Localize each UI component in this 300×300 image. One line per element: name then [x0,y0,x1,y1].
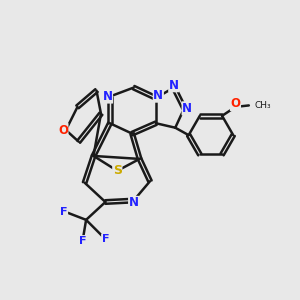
Text: N: N [103,90,112,103]
Text: N: N [153,89,163,102]
Text: F: F [80,236,87,246]
Text: CH₃: CH₃ [255,101,272,110]
Text: S: S [113,164,122,177]
Text: N: N [182,102,192,115]
Text: O: O [230,98,241,110]
Text: O: O [58,124,68,136]
Text: F: F [102,234,109,244]
Text: N: N [169,79,179,92]
Text: F: F [60,207,68,218]
Text: N: N [129,196,139,209]
